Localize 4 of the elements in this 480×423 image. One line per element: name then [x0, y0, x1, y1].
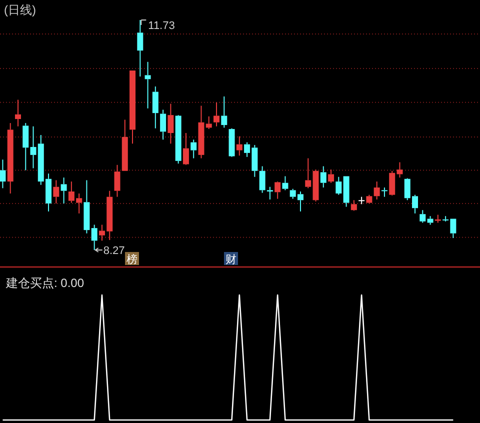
annotation: 11.73 [148, 20, 175, 32]
chart-title: (日线) [4, 3, 36, 17]
chart-title: 建仓买点: 0.00 [5, 276, 84, 290]
annotation: 8.27 [103, 245, 125, 257]
